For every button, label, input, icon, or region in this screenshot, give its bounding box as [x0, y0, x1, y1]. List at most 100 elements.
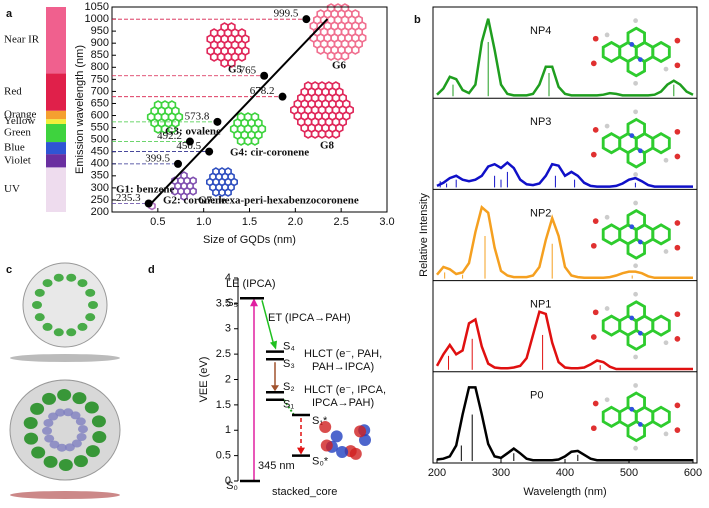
ring [345, 105, 355, 115]
point [278, 92, 287, 101]
ring [174, 112, 184, 122]
data-label: 573.8 [185, 110, 210, 122]
orbital-lobe [23, 417, 38, 430]
orbital-lobe [77, 322, 88, 331]
orbital-lobe [42, 426, 53, 435]
ring [241, 46, 250, 56]
x-tick-label: 1.0 [196, 216, 211, 228]
y-tick-label: 2 [225, 373, 231, 385]
ring [230, 177, 238, 187]
orbital-lobe [75, 417, 86, 426]
level-label: S₀ [226, 480, 238, 492]
y-tick-label: 200 [91, 206, 109, 218]
data-label: 399.5 [145, 152, 170, 164]
level-label: S₂ [283, 381, 295, 393]
orbital-lobe [32, 301, 42, 309]
series-label: NP3 [530, 116, 551, 128]
panel-label: d [148, 264, 155, 276]
spectrum-band [46, 167, 66, 212]
molecule-art [589, 381, 682, 452]
orbital-lobe [77, 279, 88, 288]
ring [189, 176, 197, 186]
panel-label: a [6, 8, 13, 20]
orbital-lobe [43, 455, 58, 468]
orbital-lobe [85, 288, 96, 297]
y-tick-label: 750 [91, 73, 109, 85]
x-tick-label: 600 [684, 467, 702, 479]
orbital-lobe [34, 313, 45, 322]
band-label: Green [4, 127, 31, 139]
molecule-art [589, 199, 682, 270]
point [144, 199, 153, 208]
x-tick-label: 200 [428, 467, 446, 479]
orbital-lobe [66, 328, 77, 337]
spectrum-band [46, 123, 66, 143]
spectrum-line [436, 160, 693, 188]
x-tick-label: 0.5 [150, 216, 165, 228]
y-tick-label: 600 [91, 109, 109, 121]
orbital-lobe [34, 288, 45, 297]
x-tick-label: 300 [492, 467, 510, 479]
y-tick-label: 550 [91, 121, 109, 133]
x-axis-label: Size of GQDs (nm) [203, 234, 296, 246]
spectrum-band [46, 110, 66, 120]
y-tick-label: 850 [91, 49, 109, 61]
level-label: S₄ [283, 340, 295, 352]
molecule-art [171, 171, 197, 201]
data-label: 765 [240, 64, 257, 76]
y-tick-label: 3.5 [216, 297, 231, 309]
band-label: Yellow [4, 115, 35, 127]
data-label: 450.5 [176, 140, 201, 152]
orbital-lobe [84, 401, 99, 414]
orbital-art [320, 439, 333, 452]
point [185, 137, 194, 146]
band-label: UV [4, 183, 20, 195]
orbital-art [336, 446, 349, 459]
spectrum-line [435, 310, 693, 371]
orbital-lobe [44, 434, 55, 443]
y-tick-label: 500 [91, 134, 109, 146]
spectrum-band [46, 142, 66, 155]
y-axis-label: Relative Intensity [418, 193, 430, 277]
orbital-lobe [55, 408, 66, 417]
spectrum-band [46, 154, 66, 168]
y-tick-label: 2.5 [216, 348, 231, 360]
y-tick-label: 1 [225, 424, 231, 436]
orbital-lobe [91, 415, 106, 428]
molecule-art [289, 81, 355, 139]
orbital-lobe [88, 301, 98, 309]
plot-frame [432, 6, 698, 464]
orbital-lobe [63, 408, 74, 417]
y-tick-label: 400 [91, 158, 109, 170]
x-axis-label: Wavelength (nm) [523, 486, 606, 498]
y-tick-label: 800 [91, 61, 109, 73]
y-tick-label: 900 [91, 37, 109, 49]
molecule-label: G1: benzene [116, 184, 174, 196]
molecule-label: G7: hexa-peri-hexabenzocoronene [198, 195, 359, 207]
orbital-lobe [48, 412, 59, 421]
orbital-lobe [24, 432, 39, 445]
arrowhead [270, 340, 277, 350]
et-arrow [261, 300, 275, 346]
orbital-lobe [58, 458, 73, 471]
orbital-lobe [30, 402, 45, 415]
molecule-label: G2: coronene [163, 195, 226, 207]
band-label: Red [4, 86, 22, 98]
spectrum-line [436, 205, 693, 280]
band-label: Orange [4, 108, 36, 120]
y-tick-label: 0.5 [216, 450, 231, 462]
annotation: PAH→IPCA) [312, 361, 374, 373]
annotation: HLCT (e⁻, PAH, [304, 348, 382, 360]
spectrum-band [46, 7, 66, 74]
point [213, 117, 222, 126]
orbital-lobe [72, 392, 87, 405]
ring [189, 186, 197, 196]
orbital-lobe [56, 443, 67, 452]
molecule-art [229, 112, 267, 146]
spectrum-band [46, 73, 66, 111]
y-tick-label: 4 [225, 272, 231, 284]
annotation: 345 nm [258, 460, 295, 472]
molecule-art [146, 100, 184, 134]
orbital-lobe [42, 392, 57, 405]
orbital-lobe [43, 418, 54, 427]
